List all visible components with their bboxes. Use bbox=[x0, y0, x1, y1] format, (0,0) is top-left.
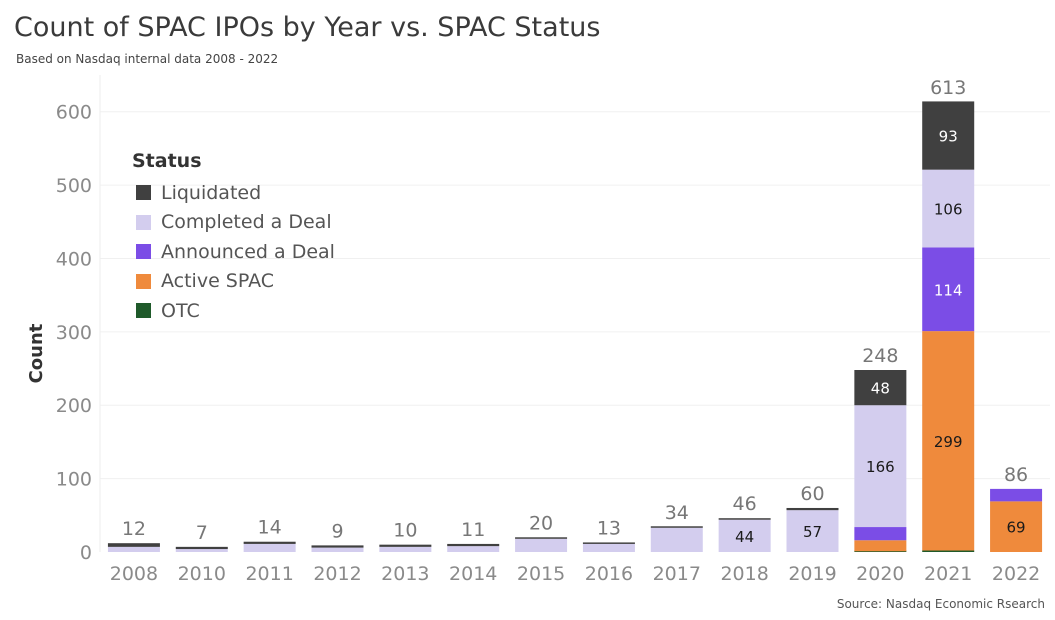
x-tick-label: 2014 bbox=[449, 563, 497, 585]
legend-label: OTC bbox=[161, 299, 200, 322]
bar-total-label: 14 bbox=[258, 517, 282, 539]
legend-swatch bbox=[136, 214, 151, 230]
bar-total-label: 12 bbox=[122, 518, 146, 540]
legend-item-active[interactable]: Active SPAC bbox=[132, 267, 335, 297]
bar-total-label: 7 bbox=[196, 522, 208, 544]
bar-total-label: 9 bbox=[331, 520, 343, 542]
legend-item-completed[interactable]: Completed a Deal bbox=[132, 208, 335, 238]
bar-segment-completed-a-deal bbox=[379, 546, 432, 552]
bar-segment-completed-a-deal bbox=[718, 519, 771, 552]
bar-segment-liquidated bbox=[311, 545, 364, 548]
bar-segment-active-spac bbox=[854, 540, 907, 552]
legend-swatch bbox=[136, 185, 151, 201]
bar-total-label: 46 bbox=[733, 493, 757, 515]
y-tick-label: 100 bbox=[56, 469, 92, 491]
y-axis-label: Count bbox=[26, 323, 47, 383]
bar-segment-otc bbox=[922, 550, 975, 552]
legend-swatch bbox=[136, 273, 151, 289]
bar-total-label: 34 bbox=[665, 502, 689, 524]
bar-segment-liquidated bbox=[582, 542, 635, 544]
y-tick-label: 200 bbox=[56, 395, 92, 417]
bar-segment-completed-a-deal bbox=[107, 546, 160, 552]
bar-segment-announced-a-deal bbox=[990, 488, 1043, 502]
bar-segment-liquidated bbox=[718, 518, 771, 520]
legend-title: Status bbox=[132, 150, 202, 172]
x-tick-label: 2013 bbox=[381, 563, 429, 585]
bar-total-label: 86 bbox=[1004, 464, 1028, 486]
x-tick-label: 2016 bbox=[585, 563, 633, 585]
bar-segment-label: 44 bbox=[735, 528, 754, 546]
x-tick-label: 2020 bbox=[856, 563, 904, 585]
legend-label: Announced a Deal bbox=[161, 240, 335, 263]
bar-segment-liquidated bbox=[175, 546, 228, 550]
legend-label: Completed a Deal bbox=[161, 211, 332, 234]
bar-segment-label: 57 bbox=[803, 523, 822, 541]
legend-item-liquidated[interactable]: Liquidated bbox=[132, 178, 335, 208]
legend-label: Liquidated bbox=[161, 181, 262, 204]
y-tick-label: 400 bbox=[56, 248, 92, 270]
bar-segment-active-spac bbox=[990, 501, 1043, 552]
legend-item-otc[interactable]: OTC bbox=[132, 296, 335, 326]
bar-segment-completed-a-deal bbox=[650, 527, 703, 552]
x-tick-label: 2019 bbox=[788, 563, 836, 585]
legend-item-announced[interactable]: Announced a Deal bbox=[132, 237, 335, 267]
bar-segment-liquidated bbox=[379, 544, 432, 547]
bar-segment-label: 299 bbox=[934, 433, 963, 451]
x-tick-label: 2008 bbox=[110, 563, 158, 585]
bar-segment-liquidated bbox=[786, 507, 839, 511]
bar-segment-label: 166 bbox=[866, 458, 895, 476]
bar-segment-completed-a-deal bbox=[786, 510, 839, 552]
y-tick-label: 300 bbox=[56, 322, 92, 344]
bar-total-label: 248 bbox=[862, 345, 898, 367]
legend-label: Active SPAC bbox=[161, 270, 275, 293]
bar-segment-active-spac bbox=[922, 331, 975, 551]
bar-segment-liquidated bbox=[515, 537, 568, 539]
x-tick-label: 2012 bbox=[313, 563, 361, 585]
x-tick-label: 2015 bbox=[517, 563, 565, 585]
bar-segment-liquidated bbox=[107, 543, 160, 547]
bar-segment-liquidated bbox=[922, 101, 975, 170]
source-note: Source: Nasdaq Economic Rsearch bbox=[836, 597, 1045, 611]
bar-segment-label: 114 bbox=[934, 281, 963, 299]
y-tick-label: 600 bbox=[56, 102, 92, 124]
bar-segment-completed-a-deal bbox=[447, 546, 500, 552]
bar-segment-completed-a-deal bbox=[854, 405, 907, 528]
x-tick-label: 2018 bbox=[720, 563, 768, 585]
bar-segment-announced-a-deal bbox=[922, 247, 975, 332]
x-tick-label: 2011 bbox=[245, 563, 293, 585]
bar-segment-label: 69 bbox=[1007, 519, 1026, 537]
bar-total-label: 20 bbox=[529, 512, 553, 534]
chart-subtitle: Based on Nasdaq internal data 2008 - 202… bbox=[16, 52, 279, 66]
bar-segment-liquidated bbox=[854, 370, 907, 406]
chart-title: Count of SPAC IPOs by Year vs. SPAC Stat… bbox=[14, 12, 601, 43]
bar-segment-completed-a-deal bbox=[175, 549, 228, 552]
bar-segment-completed-a-deal bbox=[515, 538, 568, 552]
bar-segment-completed-a-deal bbox=[922, 169, 975, 248]
bar-segment-label: 93 bbox=[939, 128, 958, 146]
x-tick-label: 2021 bbox=[924, 563, 972, 585]
bar-segment-liquidated bbox=[650, 526, 703, 528]
bar-segment-liquidated bbox=[447, 543, 500, 547]
bar-segment-label: 48 bbox=[871, 380, 890, 398]
x-tick-label: 2022 bbox=[992, 563, 1040, 585]
bar-segment-liquidated bbox=[243, 541, 296, 544]
y-tick-label: 500 bbox=[56, 175, 92, 197]
bar-total-label: 13 bbox=[597, 517, 621, 539]
bar-segment-label: 106 bbox=[934, 201, 963, 219]
bar-total-label: 11 bbox=[461, 519, 485, 541]
bar-segment-completed-a-deal bbox=[243, 543, 296, 552]
legend: Status Liquidated Completed a Deal Annou… bbox=[132, 150, 335, 326]
bar-total-label: 60 bbox=[800, 483, 824, 505]
y-tick-label: 0 bbox=[80, 542, 92, 564]
bar-total-label: 613 bbox=[930, 77, 966, 99]
legend-swatch bbox=[136, 244, 151, 260]
bar-total-label: 10 bbox=[393, 520, 417, 542]
x-tick-label: 2017 bbox=[653, 563, 701, 585]
bar-segment-completed-a-deal bbox=[311, 547, 364, 552]
legend-swatch bbox=[136, 303, 151, 319]
x-tick-label: 2010 bbox=[178, 563, 226, 585]
bar-segment-completed-a-deal bbox=[582, 543, 635, 552]
bar-segment-announced-a-deal bbox=[854, 527, 907, 541]
